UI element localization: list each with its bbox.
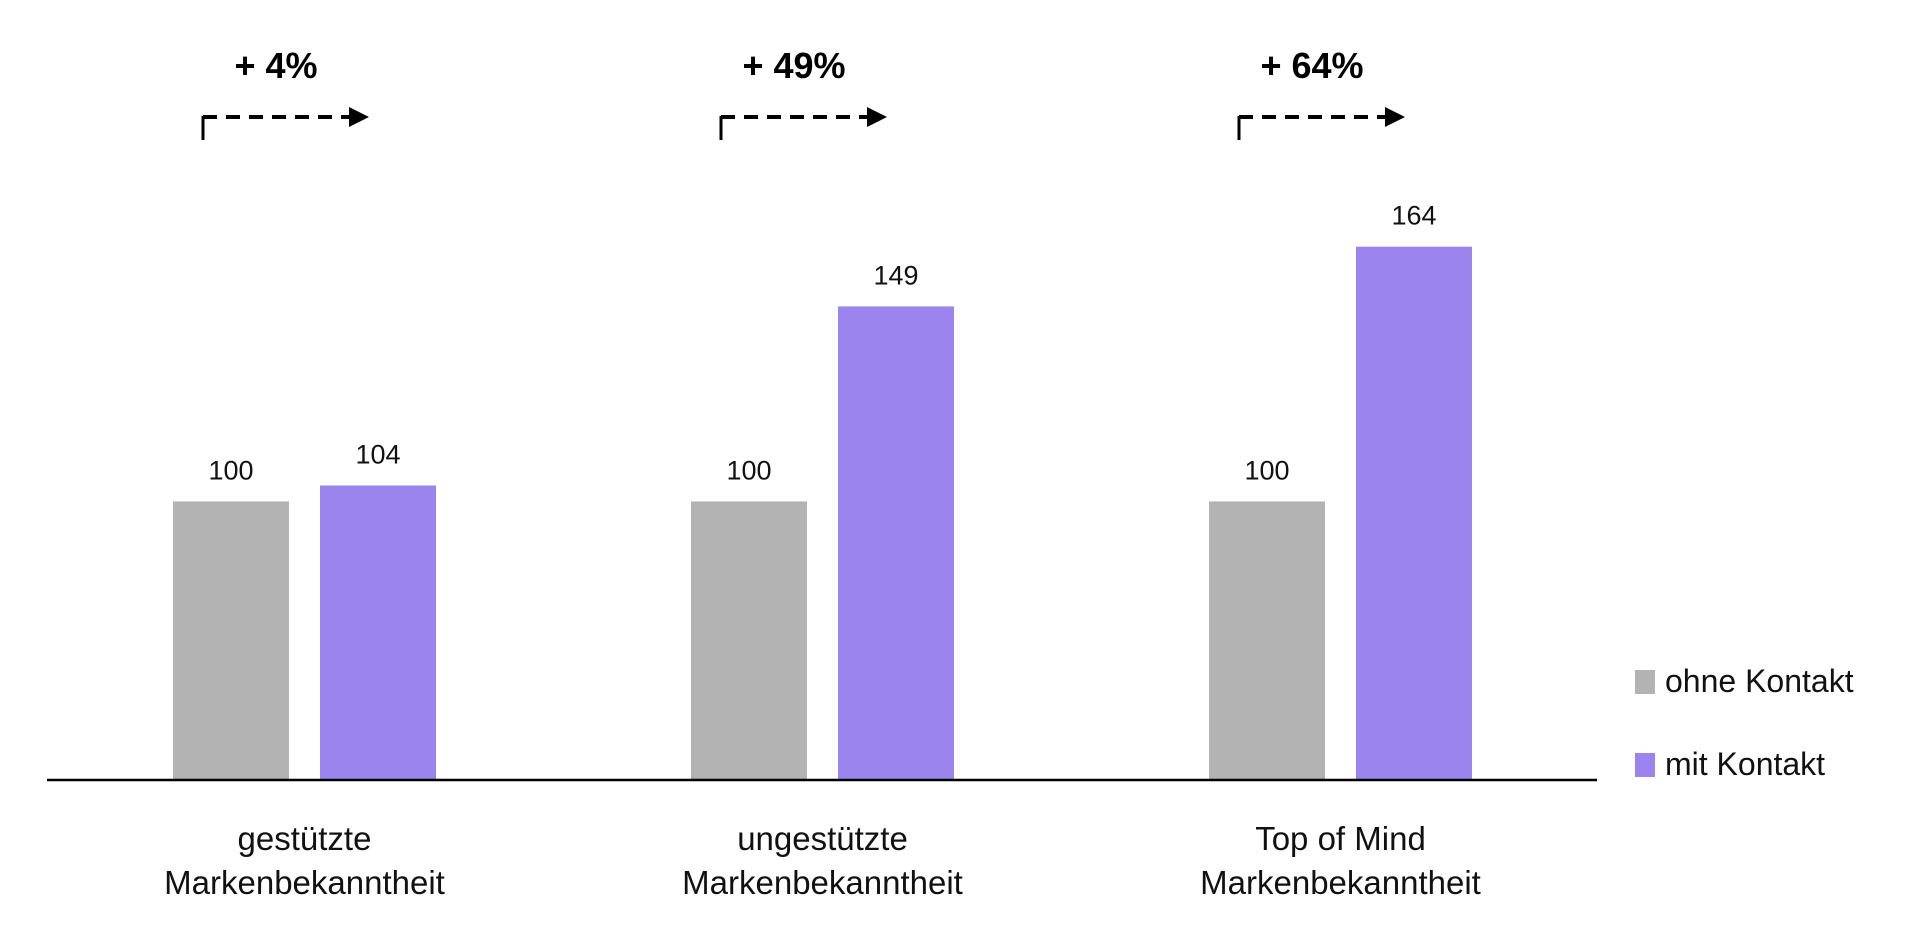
percent-increase-label: + 4%	[234, 45, 317, 86]
bar-ohne-kontakt	[691, 501, 807, 780]
legend-label: ohne Kontakt	[1665, 663, 1854, 699]
legend-swatch	[1635, 753, 1655, 777]
arrow-head-icon	[1385, 107, 1405, 127]
legend-label: mit Kontakt	[1665, 746, 1825, 782]
percent-increase-label: + 49%	[742, 45, 845, 86]
bar-ohne-kontakt	[1209, 501, 1325, 780]
data-label: 149	[873, 260, 918, 290]
category-label: Markenbekanntheit	[1200, 864, 1481, 901]
category-label: Top of Mind	[1255, 820, 1426, 857]
bar-ohne-kontakt	[173, 501, 289, 780]
category-label: gestützte	[238, 820, 372, 857]
bar-mit-kontakt	[838, 306, 954, 780]
data-label: 164	[1391, 201, 1436, 231]
bar-mit-kontakt	[320, 485, 436, 780]
category-label: Markenbekanntheit	[682, 864, 963, 901]
category-label: ungestützte	[737, 820, 908, 857]
category-label: Markenbekanntheit	[164, 864, 445, 901]
arrow-head-icon	[349, 107, 369, 127]
data-label: 104	[355, 439, 400, 469]
data-label: 100	[1244, 455, 1289, 485]
legend-swatch	[1635, 670, 1655, 694]
arrow-head-icon	[867, 107, 887, 127]
data-label: 100	[208, 455, 253, 485]
bar-mit-kontakt	[1356, 246, 1472, 780]
data-label: 100	[726, 455, 771, 485]
percent-increase-label: + 64%	[1260, 45, 1363, 86]
